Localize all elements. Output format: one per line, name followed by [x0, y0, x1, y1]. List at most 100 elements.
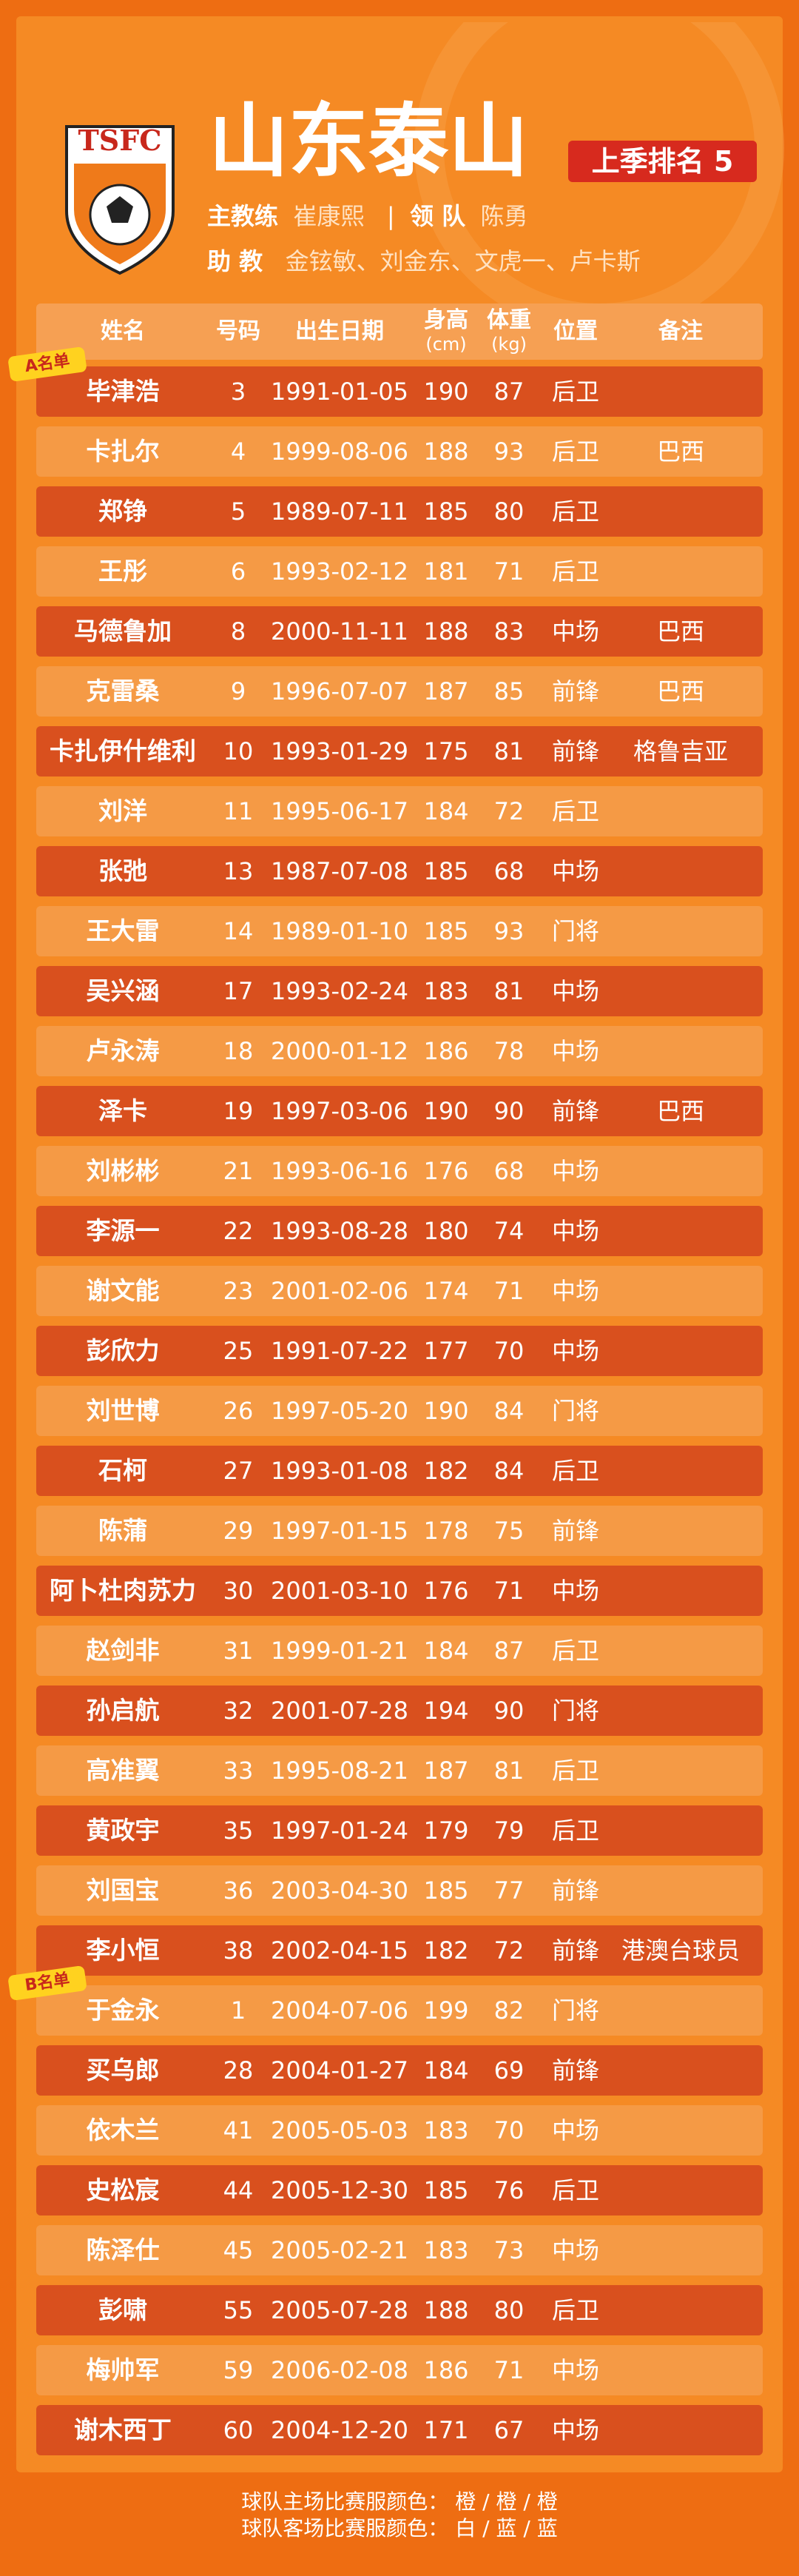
table-cell: 190	[423, 1397, 469, 1425]
table-row: 史松宸 44 2005-12-30 185 76 后卫	[36, 2165, 763, 2216]
table-cell: 2004-01-27	[271, 2056, 408, 2084]
table-cell: 2005-12-30	[271, 2176, 408, 2204]
assistants-label: 助 教	[207, 247, 263, 275]
table-cell: 71	[493, 2356, 525, 2384]
table-cell: 巴西	[656, 677, 705, 705]
table-cell: 1993-02-24	[271, 977, 408, 1005]
table-row: 黄政宇 35 1997-01-24 179 79 后卫	[36, 1805, 763, 1856]
player-name: 王彤	[98, 557, 147, 586]
table-row: 卡扎伊什维利 10 1993-01-29 175 81 前锋 格鲁吉亚	[36, 726, 763, 777]
table-cell: 1	[230, 1996, 246, 2025]
table-cell: 70	[493, 2116, 525, 2144]
table-cell: 2001-03-10	[271, 1577, 408, 1605]
table-cell: 73	[493, 2236, 525, 2264]
table-cell: 79	[493, 1817, 525, 1845]
table-cell: 74	[493, 1217, 525, 1245]
player-name: 高准翼	[86, 1756, 160, 1785]
table-row: 石柯 27 1993-01-08 182 84 后卫	[36, 1446, 763, 1496]
table-cell: 后卫	[551, 497, 600, 526]
away-colors: 白 / 蓝 / 蓝	[455, 2516, 558, 2540]
table-cell: 中场	[551, 1217, 600, 1245]
table-cell: 19	[223, 1097, 254, 1125]
table-cell: 183	[423, 2236, 469, 2264]
table-cell: 18	[223, 1037, 254, 1065]
table-cell: 22	[223, 1217, 254, 1245]
table-cell: 后卫	[551, 437, 600, 466]
table-cell: 1997-01-24	[271, 1817, 408, 1845]
table-cell: 32	[223, 1697, 254, 1725]
home-colors: 橙 / 橙 / 橙	[455, 2489, 558, 2514]
leader-label: 领 队	[410, 202, 466, 230]
table-cell: 1997-03-06	[271, 1097, 408, 1125]
table-cell: 31	[223, 1637, 254, 1665]
header-row: 姓名 号码 出生日期 身高 (cm) 体重 (kg) 位置 备注	[36, 303, 763, 360]
table-row: 陈蒲 29 1997-01-15 178 75 前锋	[36, 1506, 763, 1556]
coach-label: 主教练	[207, 202, 279, 230]
table-cell: 中场	[551, 617, 600, 645]
table-cell: 2003-04-30	[271, 1876, 408, 1905]
table-cell: 78	[493, 1037, 525, 1065]
title: 山东泰山	[209, 95, 529, 188]
table-cell: 前锋	[551, 1876, 600, 1905]
table-cell: 70	[493, 1337, 525, 1365]
table-cell: 门将	[551, 917, 600, 945]
table-row: 王彤 6 1993-02-12 181 71 后卫	[36, 546, 763, 597]
table-cell: 1993-01-08	[271, 1457, 408, 1485]
table-cell: 187	[423, 1757, 469, 1785]
table-row: 于金永 1 2004-07-06 199 82 门将	[36, 1985, 763, 2036]
table-cell: 8	[230, 617, 246, 645]
table-cell: 185	[423, 857, 469, 885]
table-cell: 港澳台球员	[621, 1936, 741, 1965]
table-cell: 前锋	[551, 2056, 600, 2084]
table-cell: 中场	[551, 1037, 600, 1065]
player-name: 陈蒲	[98, 1516, 147, 1545]
table-cell: 182	[423, 1457, 469, 1485]
table-cell: 9	[230, 677, 246, 705]
table-cell: 93	[493, 437, 525, 466]
table-cell: 77	[493, 1876, 525, 1905]
column-header: 位置	[553, 318, 598, 344]
table-cell: 后卫	[551, 1637, 600, 1665]
player-name: 李源一	[86, 1216, 160, 1245]
table-cell: 184	[423, 797, 469, 825]
table-row: 赵剑非 31 1999-01-21 184 87 后卫	[36, 1626, 763, 1676]
table-cell: 76	[493, 2176, 525, 2204]
player-name: 黄政宇	[86, 1816, 160, 1845]
table-cell: 中场	[551, 2236, 600, 2264]
table-cell: 2001-07-28	[271, 1697, 408, 1725]
table-cell: 184	[423, 2056, 469, 2084]
table-cell: 前锋	[551, 737, 600, 765]
logo: TSFC	[65, 124, 175, 275]
player-name: 谢木西丁	[74, 2415, 172, 2444]
column-header: 备注	[658, 318, 703, 344]
table-cell: 巴西	[656, 1097, 705, 1125]
table-cell: 45	[223, 2236, 254, 2264]
table-cell: 中场	[551, 1157, 600, 1185]
table-cell: 中场	[551, 977, 600, 1005]
table-cell: 1989-01-10	[271, 917, 408, 945]
table-cell: 2005-07-28	[271, 2296, 408, 2324]
table-cell: 前锋	[551, 1936, 600, 1965]
table-cell: 69	[493, 2056, 525, 2084]
away-kit: 球队客场比赛服颜色： 白 / 蓝 / 蓝	[0, 2515, 799, 2542]
table-cell: 23	[223, 1277, 254, 1305]
player-name: 泽卡	[98, 1096, 147, 1125]
table-row: 依木兰 41 2005-05-03 183 70 中场	[36, 2105, 763, 2156]
table-cell: 184	[423, 1637, 469, 1665]
table-cell: 后卫	[551, 378, 600, 406]
table-cell: 1999-01-21	[271, 1637, 408, 1665]
player-name: 郑铮	[98, 497, 147, 526]
leader: 陈勇	[480, 202, 528, 230]
player-name: 彭啸	[98, 2295, 147, 2324]
home-kit: 球队主场比赛服颜色： 橙 / 橙 / 橙	[0, 2489, 799, 2515]
column-header: 体重	[487, 307, 531, 333]
footer: 球队主场比赛服颜色： 橙 / 橙 / 橙 球队客场比赛服颜色： 白 / 蓝 / …	[0, 2489, 799, 2542]
column-header: 号码	[216, 318, 260, 344]
table-row: 孙启航 32 2001-07-28 194 90 门将	[36, 1686, 763, 1736]
table-row: 陈泽仕 45 2005-02-21 183 73 中场	[36, 2225, 763, 2275]
player-name: 吴兴涵	[86, 976, 160, 1005]
table-cell: 中场	[551, 1337, 600, 1365]
table-cell: 门将	[551, 1697, 600, 1725]
player-name: 刘彬彬	[86, 1156, 160, 1185]
